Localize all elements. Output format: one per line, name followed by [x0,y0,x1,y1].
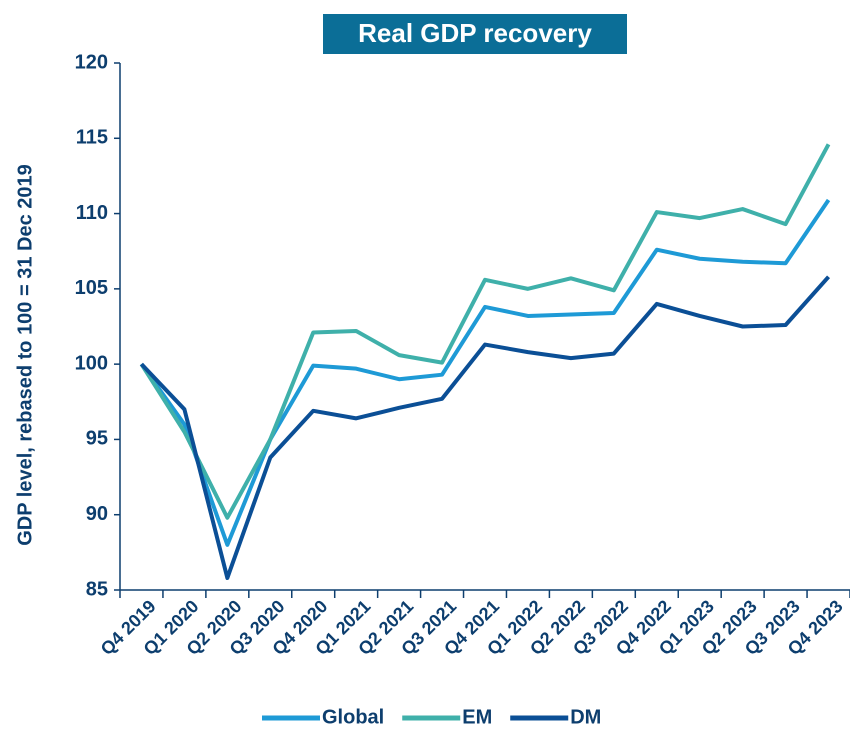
y-tick-label: 105 [75,277,108,299]
legend-label: DM [570,706,601,728]
legend-label: Global [322,706,384,728]
title-background [323,14,627,54]
y-tick-label: 120 [75,51,108,73]
y-axis-label: GDP level, rebased to 100 = 31 Dec 2019 [14,164,36,546]
y-tick-label: 115 [76,127,108,149]
y-tick-label: 100 [75,352,108,374]
y-tick-label: 110 [76,202,108,224]
series-line [139,198,831,547]
y-tick-label: 90 [86,503,108,525]
series-line [140,275,831,580]
y-tick-label: 95 [86,428,108,450]
legend-label: EM [462,706,492,728]
series-line [139,143,831,520]
chart-title: Real GDP recovery [358,18,592,48]
y-tick-label: 85 [86,578,108,600]
